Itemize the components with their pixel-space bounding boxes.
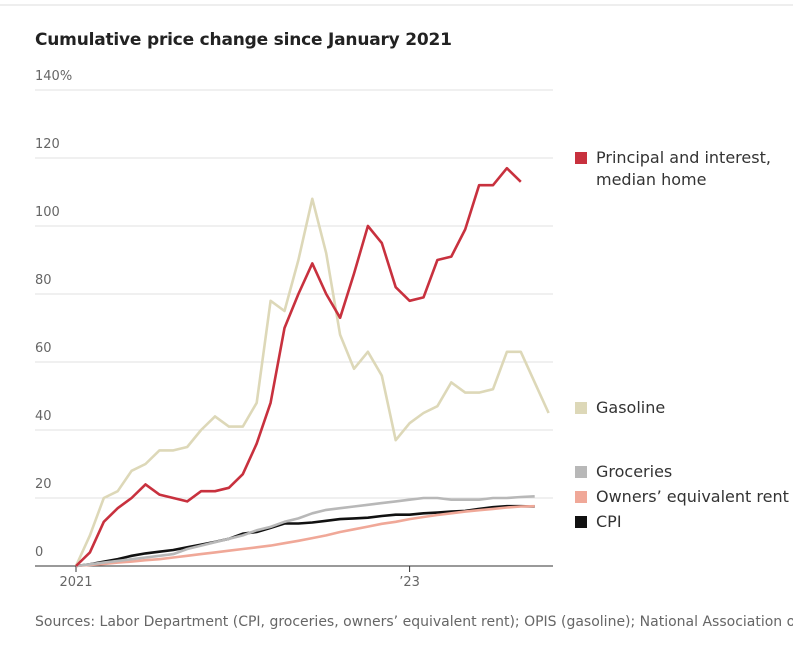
legend-swatch (575, 466, 587, 478)
legend-label: Gasoline (596, 398, 666, 417)
y-tick-label: 140% (35, 69, 72, 84)
legend-label: Owners’ equivalent rent (596, 487, 789, 506)
y-tick-label: 40 (35, 409, 52, 424)
y-tick-label: 20 (35, 477, 52, 492)
legend-label: Principal and interest, median home (596, 148, 771, 189)
legend-swatch (575, 491, 587, 503)
legend-swatch (575, 402, 587, 414)
legend-swatch (575, 152, 587, 164)
legend-entry: Owners’ equivalent rent (575, 486, 790, 508)
y-tick-label: 100 (35, 205, 60, 220)
y-tick-label: 60 (35, 341, 52, 356)
legend-label: CPI (596, 512, 622, 531)
y-tick-label: 80 (35, 273, 52, 288)
x-tick-label: 2021 (59, 575, 92, 590)
legend-entry: CPI (575, 511, 790, 533)
series-line (75, 166, 522, 567)
legend-entry: Gasoline (575, 397, 790, 419)
legend-swatch (575, 516, 587, 528)
x-tick-label: ’23 (399, 575, 420, 590)
series-line (75, 504, 535, 568)
source-note: Sources: Labor Department (CPI, grocerie… (35, 614, 793, 630)
y-tick-label: 120 (35, 137, 60, 152)
chart-title: Cumulative price change since January 20… (35, 30, 452, 50)
legend-entry: Principal and interest, median home (575, 147, 790, 191)
legend-label: Groceries (596, 462, 673, 481)
legend-entry: Groceries (575, 461, 790, 483)
y-tick-label: 0 (35, 545, 43, 560)
series-line (74, 197, 550, 567)
series-line (75, 495, 535, 568)
